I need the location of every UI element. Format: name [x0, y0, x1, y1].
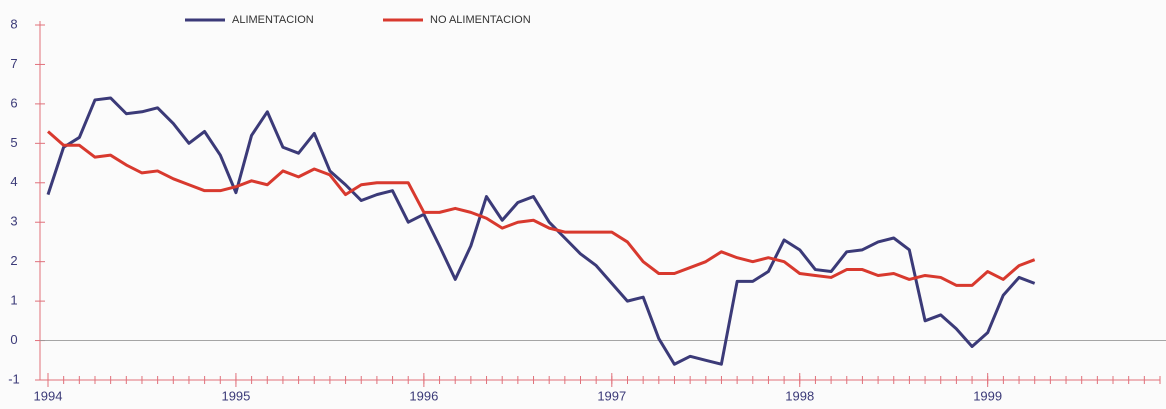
- y-tick-label: 8: [10, 16, 17, 31]
- y-tick-label: 0: [10, 332, 17, 347]
- y-tick-label: 5: [10, 135, 17, 150]
- series-line: [46, 96, 1036, 366]
- legend-label: NO ALIMENTACION: [430, 14, 531, 26]
- y-tick-label: 6: [10, 95, 17, 110]
- y-tick-label: 4: [10, 174, 17, 189]
- y-tick-label: 2: [10, 253, 17, 268]
- x-tick-label: 1994: [34, 388, 63, 403]
- x-tick-label: 1997: [597, 388, 626, 403]
- y-tick-label: -1: [8, 371, 20, 386]
- legend-label: ALIMENTACION: [232, 14, 314, 26]
- y-tick-label: 7: [10, 56, 17, 71]
- series-line: [47, 130, 1036, 287]
- y-tick-label: 1: [10, 293, 17, 308]
- x-tick-label: 1998: [785, 388, 814, 403]
- x-tick-label: 1999: [973, 388, 1002, 403]
- x-tick-label: 1995: [221, 388, 250, 403]
- y-tick-label: 3: [10, 214, 17, 229]
- x-tick-label: 1996: [409, 388, 438, 403]
